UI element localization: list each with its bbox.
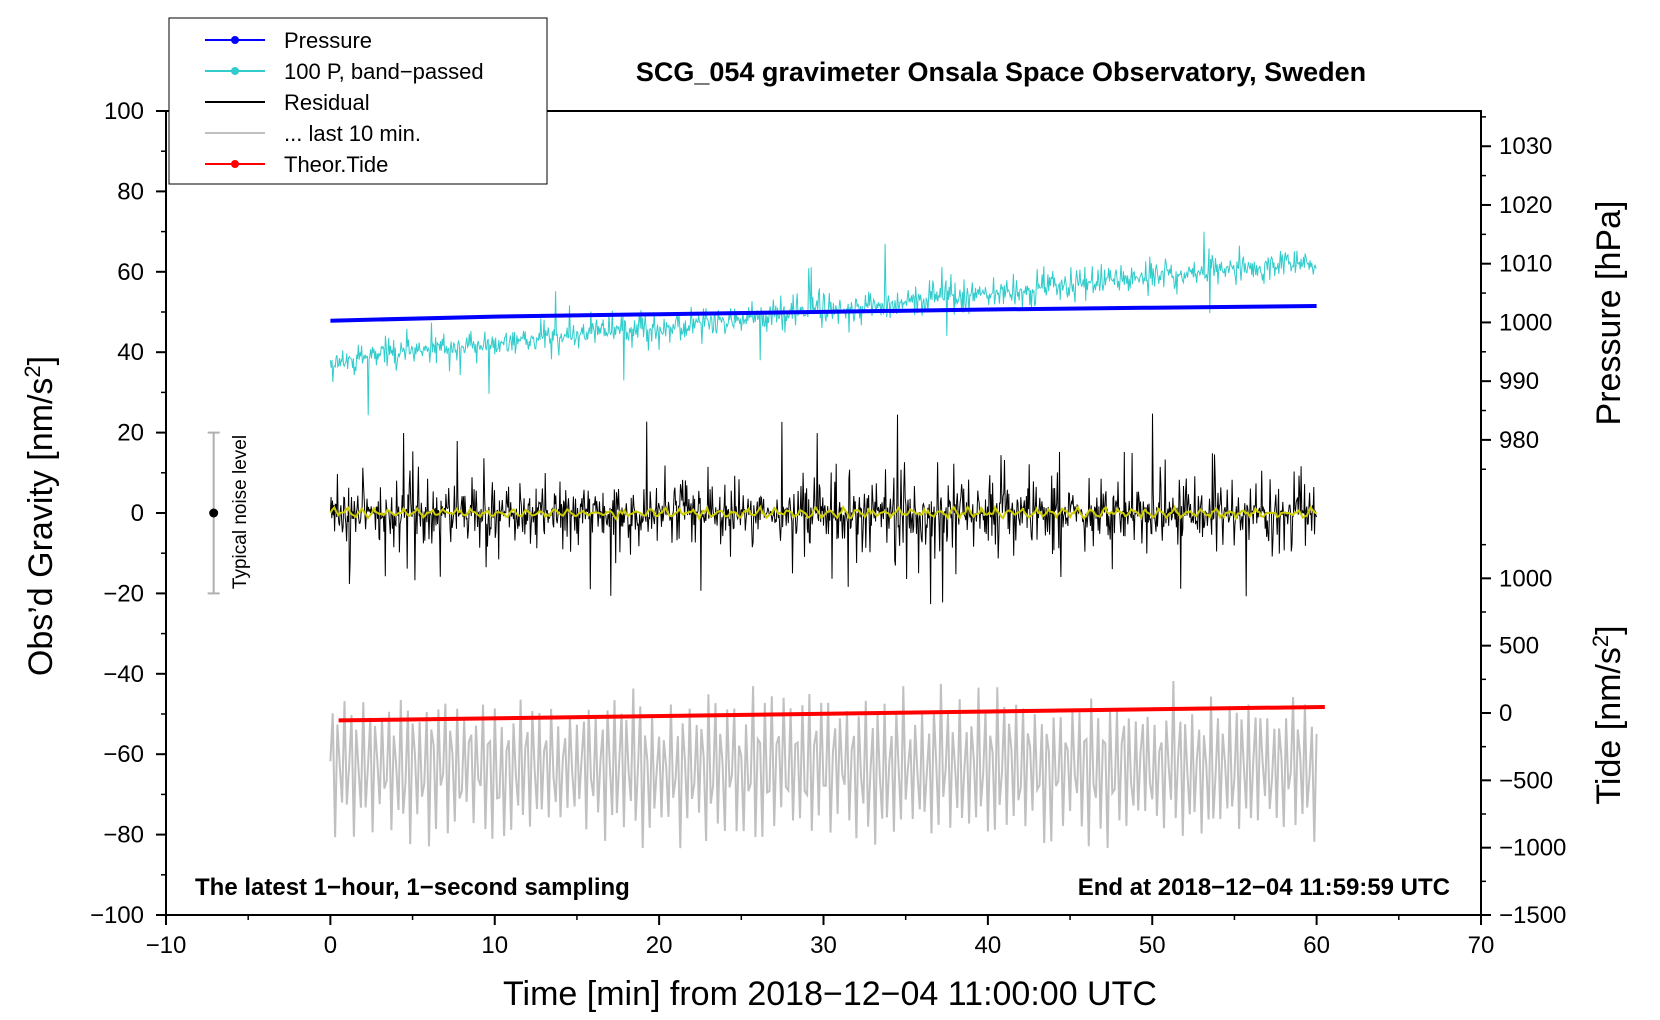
- y-tick-label: 0: [131, 500, 144, 527]
- y-tick-label: −80: [103, 822, 144, 849]
- series-layer: [329, 231, 1325, 849]
- chart-title: SCG_054 gravimeter Onsala Space Observat…: [636, 57, 1366, 87]
- y-tick-label: −40: [103, 661, 144, 688]
- ticks-layer: −10 0 10 20 30 40 50 60 70100806040200−20−40−60−…: [90, 98, 1566, 959]
- legend-label: 100 P, band−passed: [284, 59, 484, 84]
- y-axis-title-tide-close: ]: [1590, 625, 1628, 634]
- x-tick-label: 50: [1139, 932, 1166, 959]
- x-tick-label: 20: [646, 932, 673, 959]
- noise-center-dot: [209, 508, 219, 518]
- pressure-tick-label: 1000: [1499, 309, 1552, 336]
- pressure-tick-label: 1010: [1499, 251, 1552, 278]
- tide-tick-label: 500: [1499, 633, 1539, 660]
- series-residual: [329, 413, 1318, 605]
- pressure-tick-label: 980: [1499, 427, 1539, 454]
- y-axis-title-gravity: Obs’d Gravity [nm/s2]: [20, 356, 60, 676]
- tide-tick-label: −1000: [1499, 835, 1566, 862]
- annotation-sampling: The latest 1−hour, 1−second sampling: [195, 874, 630, 901]
- x-tick-label: 10: [481, 932, 508, 959]
- series-residual-smoothed: [329, 504, 1318, 522]
- legend-marker: [231, 160, 239, 168]
- tide-tick-label: 0: [1499, 700, 1512, 727]
- annotation-end-time: End at 2018−12−04 11:59:59 UTC: [1078, 874, 1450, 901]
- series-pressure: [330, 304, 1317, 323]
- y-tick-label: 20: [117, 420, 144, 447]
- series-last-10-min: [329, 680, 1318, 849]
- series-theoretical-tide: [338, 704, 1325, 723]
- y-axis-title-pressure: Pressure [hPa]: [1590, 201, 1628, 426]
- x-tick-label: 40: [975, 932, 1002, 959]
- x-tick-label: 30: [810, 932, 837, 959]
- tide-tick-label: −500: [1499, 767, 1553, 794]
- noise-level-indicator: [207, 431, 220, 595]
- y-axis-title-gravity-sup: 2: [20, 365, 45, 377]
- pressure-tick-label: 1030: [1499, 133, 1552, 160]
- legend-label: Pressure: [284, 28, 372, 53]
- legend-label: ... last 10 min.: [284, 121, 421, 146]
- series-band-passed-pressure: [329, 231, 1317, 416]
- noise-level-label: Typical noise level: [230, 435, 251, 589]
- x-axis-title: Time [min] from 2018−12−04 11:00:00 UTC: [503, 975, 1157, 1013]
- tide-tick-label: 1000: [1499, 565, 1552, 592]
- legend-label: Residual: [284, 90, 370, 115]
- x-tick-label: −10: [146, 932, 187, 959]
- x-tick-label: 70: [1468, 932, 1495, 959]
- y-axis-title-gravity-close: ]: [22, 356, 60, 365]
- y-axis-title-tide: Tide [nm/s2]: [1588, 625, 1628, 804]
- y-tick-label: 80: [117, 178, 144, 205]
- legend-label: Theor.Tide: [284, 152, 388, 177]
- x-tick-label: 60: [1303, 932, 1330, 959]
- tide-tick-label: −1500: [1499, 902, 1566, 929]
- y-tick-label: −100: [90, 902, 144, 929]
- y-tick-label: −60: [103, 741, 144, 768]
- y-axis-title-tide-sup: 2: [1588, 635, 1613, 647]
- y-tick-label: −20: [103, 580, 144, 607]
- y-axis-title-gravity-text: Obs’d Gravity [nm/s: [22, 378, 60, 677]
- pressure-tick-label: 990: [1499, 368, 1539, 395]
- x-tick-label: 0: [324, 932, 337, 959]
- pressure-tick-label: 1020: [1499, 192, 1552, 219]
- y-axis-title-tide-text: Tide [nm/s: [1590, 647, 1628, 804]
- legend: Pressure 100 P, band−passed Residual ... la…: [168, 17, 548, 185]
- y-tick-label: 60: [117, 259, 144, 286]
- y-tick-label: 100: [104, 98, 144, 125]
- legend-marker: [231, 36, 239, 44]
- legend-marker: [231, 67, 239, 75]
- y-tick-label: 40: [117, 339, 144, 366]
